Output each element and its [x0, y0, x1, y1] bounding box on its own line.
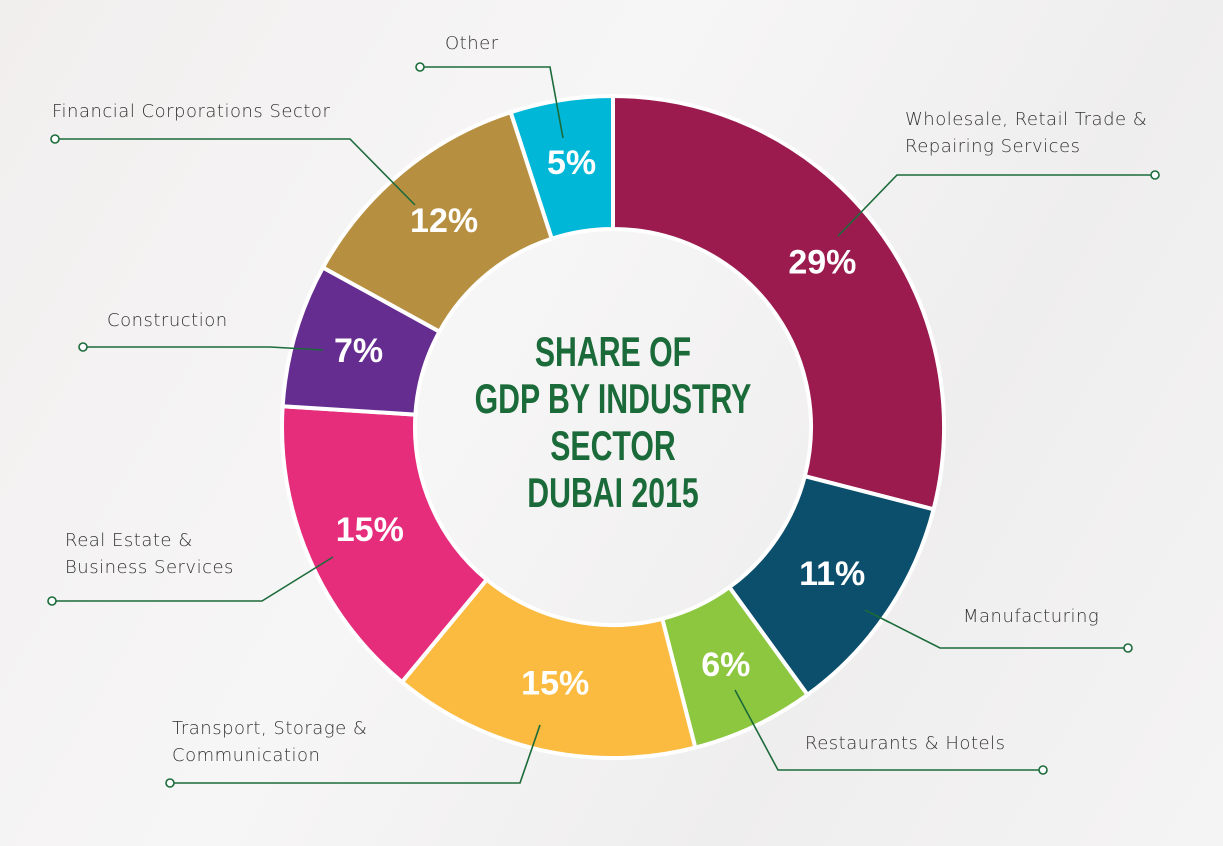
donut-slice	[508, 93, 615, 242]
leader-line	[83, 346, 324, 351]
title-line: DUBAI 2015	[527, 469, 699, 516]
donut-slice	[611, 93, 946, 512]
leader-line	[170, 724, 541, 784]
category-label: Wholesale, Retail Trade & Repairing Serv…	[905, 109, 1148, 157]
title-line: GDP BY INDUSTRY	[474, 375, 752, 422]
category-label: Construction	[107, 310, 228, 331]
leader-line	[837, 174, 1155, 237]
value-label: 11%	[799, 555, 865, 593]
leader-line	[52, 556, 334, 602]
chart-title: SHARE OF GDP BY INDUSTRY SECTOR DUBAI 20…	[413, 328, 813, 516]
value-label: 5%	[547, 144, 596, 182]
leader-dot	[1150, 170, 1160, 180]
leader-line	[734, 689, 1043, 771]
title-line: SHARE OF	[534, 328, 692, 375]
leader-line	[864, 609, 1128, 649]
leader-dot	[47, 596, 57, 606]
category-label: Transport, Storage & Communication	[172, 718, 368, 766]
value-label: 7%	[334, 332, 383, 370]
category-label: Other	[445, 33, 499, 54]
category-label: Manufacturing	[963, 606, 1100, 627]
value-label: 15%	[336, 511, 404, 549]
donut-slice	[280, 404, 490, 685]
value-label: 15%	[521, 665, 589, 703]
donut-slice	[399, 576, 698, 760]
category-label: Real Estate & Business Services	[65, 530, 234, 578]
leader-line	[55, 138, 416, 206]
value-label: 29%	[788, 244, 856, 282]
title-line: SECTOR	[550, 422, 676, 469]
leader-dot	[165, 778, 175, 788]
leader-dot	[415, 62, 425, 72]
category-label: Financial Corporations Sector	[52, 101, 331, 122]
leader-dot	[50, 134, 60, 144]
value-label: 12%	[410, 202, 478, 240]
leader-line	[420, 66, 564, 139]
category-label: Restaurants & Hotels	[805, 733, 1006, 754]
value-label: 6%	[701, 646, 750, 684]
leader-dot	[1038, 765, 1048, 775]
leader-dot	[78, 342, 88, 352]
leader-dot	[1123, 643, 1133, 653]
